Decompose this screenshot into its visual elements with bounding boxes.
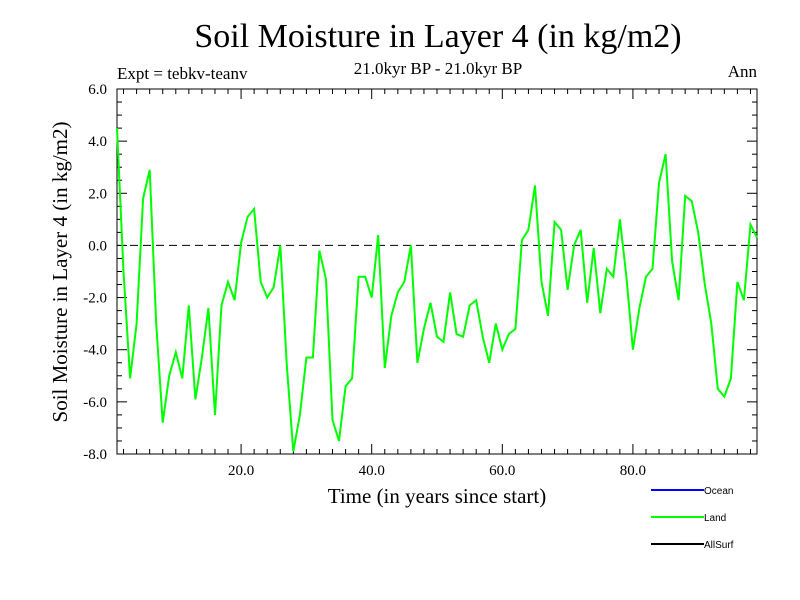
plot-frame: [116, 88, 758, 455]
legend-label-land: Land: [704, 513, 726, 524]
y-tick-label: 2.0: [88, 186, 107, 202]
chart-subtitle: 21.0kyr BP - 21.0kyr BP: [354, 59, 522, 78]
x-tick-label: 40.0: [359, 463, 385, 479]
land-series-line: [116, 128, 758, 452]
y-tick-labels: -8.0 -6.0 -4.0 -2.0 0.0 2.0 4.0 6.0: [83, 82, 107, 463]
y-tick-label: -2.0: [83, 291, 107, 307]
y-tick-label: -6.0: [83, 395, 107, 411]
y-tick-label: -8.0: [83, 447, 107, 463]
y-tick-label: 6.0: [88, 82, 107, 98]
y-tick-label: 4.0: [88, 134, 107, 150]
y-axis-label: Soil Moisture in Layer 4 (in kg/m2): [48, 122, 72, 423]
axis-ticks: [117, 89, 757, 454]
experiment-label: Expt = tebkv-teanv: [117, 64, 248, 83]
y-tick-label: -4.0: [83, 343, 107, 359]
x-tick-labels: 20.0 40.0 60.0 80.0: [228, 463, 646, 479]
season-label: Ann: [728, 62, 758, 81]
y-tick-label: 0.0: [88, 238, 107, 254]
chart-title: Soil Moisture in Layer 4 (in kg/m2): [194, 18, 681, 55]
x-tick-label: 60.0: [489, 463, 515, 479]
x-axis-label: Time (in years since start): [328, 484, 547, 508]
legend-label-allsurf: AllSurf: [704, 540, 734, 551]
legend-label-ocean: Ocean: [704, 486, 733, 497]
x-tick-label: 80.0: [620, 463, 646, 479]
legend: Ocean Land AllSurf: [651, 486, 734, 551]
x-tick-label: 20.0: [228, 463, 254, 479]
